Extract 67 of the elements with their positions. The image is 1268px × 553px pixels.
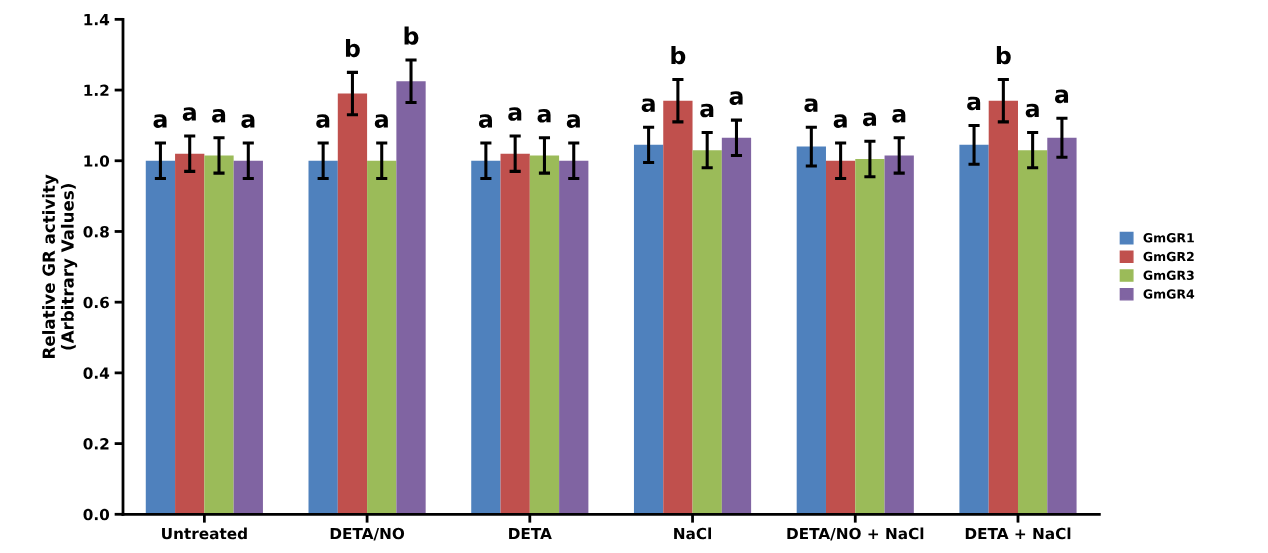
data-label: b <box>345 38 360 58</box>
data-label: a <box>862 112 877 127</box>
y-tick-label: 0.4 <box>83 367 110 379</box>
bar <box>692 150 722 515</box>
y-tick-label: 0.8 <box>83 225 109 238</box>
bar <box>145 160 176 515</box>
y-tick-label: 0.6 <box>83 296 109 309</box>
bar <box>825 160 856 515</box>
data-label: a <box>316 114 330 128</box>
data-label: a <box>212 109 226 123</box>
bar <box>721 137 752 515</box>
x-tick-label: DETA + NaCl <box>965 527 1071 540</box>
data-label: a <box>641 98 655 112</box>
data-label: a <box>967 96 981 111</box>
data-label: a <box>833 114 847 128</box>
bar <box>204 155 234 515</box>
bar <box>529 155 560 515</box>
bar <box>500 153 530 515</box>
bar <box>988 100 1018 515</box>
data-label: a <box>1054 89 1069 104</box>
bar <box>959 144 989 515</box>
bar <box>367 160 397 515</box>
x-tick-label: NaCl <box>674 527 712 540</box>
bar <box>663 100 693 515</box>
data-label: a <box>508 107 522 121</box>
bar <box>855 159 885 515</box>
data-label: b <box>671 46 686 65</box>
y-tick-label: 1.4 <box>84 14 110 26</box>
data-label: a <box>892 109 906 123</box>
data-label: a <box>153 114 167 128</box>
data-label: a <box>729 91 743 105</box>
data-label: a <box>566 114 580 128</box>
legend-label: GmGR4 <box>1143 289 1195 299</box>
bar <box>471 160 501 515</box>
y-tick-label: 1.2 <box>84 84 109 96</box>
data-label: b <box>404 26 419 45</box>
legend-label: GmGR2 <box>1143 251 1194 262</box>
data-label: a <box>700 103 714 118</box>
x-tick-label: DETA/NO + NaCl <box>787 527 924 541</box>
data-label: b <box>996 46 1011 65</box>
bar <box>633 144 664 515</box>
data-label: a <box>182 107 196 121</box>
y-tick-label: 0.0 <box>83 508 110 521</box>
data-label: a <box>1025 103 1039 118</box>
y-axis-title: Relative GR activity (Arbitrary Values) <box>42 174 78 358</box>
data-label: a <box>374 114 388 128</box>
y-tick-label: 1.0 <box>84 155 110 167</box>
data-label: a <box>537 109 551 123</box>
y-tick-label: 0.2 <box>83 438 109 450</box>
bar <box>396 81 426 515</box>
bar <box>233 160 263 515</box>
bar <box>308 160 338 515</box>
x-tick-label: DETA/NO <box>330 527 405 541</box>
bar <box>1047 137 1077 515</box>
bar <box>884 155 914 515</box>
x-tick-label: Untreated <box>162 527 247 540</box>
data-label: a <box>241 114 255 128</box>
legend-label: GmGR3 <box>1143 270 1194 280</box>
bar <box>1017 150 1048 515</box>
bar <box>796 146 826 515</box>
data-label: a <box>478 114 492 128</box>
data-label: a <box>804 98 818 112</box>
legend-label: GmGR1 <box>1143 233 1194 243</box>
bar <box>337 93 368 515</box>
x-tick-label: DETA <box>509 527 552 540</box>
bar <box>175 153 205 515</box>
bar <box>559 160 589 515</box>
